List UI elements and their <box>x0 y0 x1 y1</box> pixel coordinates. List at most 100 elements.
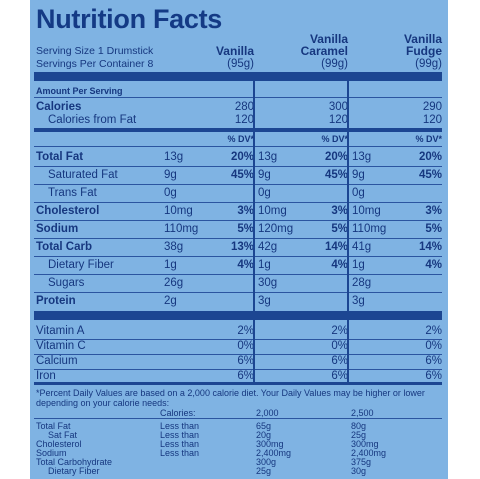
row-amount-total-carb-1: 38g <box>164 241 184 253</box>
row-amount-protein-2: 3g <box>258 295 271 307</box>
footer-label-2: Cholesterol <box>36 439 82 449</box>
row-amount-sugars-2: 30g <box>258 277 278 289</box>
vitamin-value-calcium-1: 6% <box>237 355 254 367</box>
row-amount-total-fat-3: 13g <box>352 151 372 163</box>
vitamin-label-vitamin-c: Vitamin C <box>36 340 86 352</box>
vitamin-label-vitamin-a: Vitamin A <box>36 325 85 337</box>
dv-header-1: % DV* <box>227 134 254 144</box>
vitamin-value-vitamin-c-3: 0% <box>425 340 442 352</box>
row-label-dietary-fiber: Dietary Fiber <box>48 259 114 271</box>
row-amount-trans-fat-1: 0g <box>164 187 177 199</box>
footnote-line-2: depending on your calorie needs: <box>36 398 170 408</box>
vitamin-value-vitamin-c-2: 0% <box>331 340 348 352</box>
row-dv-total-fat-3: 20% <box>418 151 442 163</box>
footer-qualifier-2: Less than <box>160 439 200 449</box>
footer-2500-3: 2,400mg <box>351 448 387 458</box>
vitamin-value-vitamin-c-1: 0% <box>237 340 254 352</box>
column-separator-1 <box>253 72 255 385</box>
column-separator-2 <box>347 72 349 385</box>
row-amount-protein-1: 2g <box>164 295 177 307</box>
row-amount-saturated-fat-2: 9g <box>258 169 271 181</box>
calories-fat-value-1: 120 <box>234 114 254 126</box>
vitamins-divider <box>34 311 442 320</box>
page-title: Nutrition Facts <box>36 4 223 34</box>
row-dv-saturated-fat-3: 45% <box>418 169 442 181</box>
row-dv-total-fat-1: 20% <box>230 151 254 163</box>
row-amount-cholesterol-1: 10mg <box>164 205 193 217</box>
footer-calories-label: Calories: <box>160 408 196 418</box>
calories-value-3: 290 <box>422 101 442 113</box>
col-2-name-line1: Vanilla <box>309 32 348 46</box>
row-dv-sodium-2: 5% <box>331 223 348 235</box>
footer-2000-0: 65g <box>256 421 272 431</box>
vitamin-value-iron-2: 6% <box>331 370 348 382</box>
row-dv-total-carb-2: 14% <box>324 241 348 253</box>
footer-2500-2: 300mg <box>351 439 379 449</box>
footer-2000-2: 300mg <box>256 439 284 449</box>
vitamin-label-iron: Iron <box>36 370 56 382</box>
vitamin-value-calcium-2: 6% <box>331 355 348 367</box>
calories-fat-value-2: 120 <box>328 114 348 126</box>
row-dv-dietary-fiber-2: 4% <box>331 259 348 271</box>
col-1-weight: (95g) <box>227 58 254 70</box>
footer-2000-3: 2,400mg <box>256 448 292 458</box>
calories-fat-value-3: 120 <box>422 114 442 126</box>
row-amount-total-fat-2: 13g <box>258 151 278 163</box>
footer-2500-5: 30g <box>351 466 367 476</box>
row-dv-total-fat-2: 20% <box>324 151 348 163</box>
calories-value-1: 280 <box>234 101 254 113</box>
vitamin-value-vitamin-a-1: 2% <box>237 325 254 337</box>
row-label-cholesterol: Cholesterol <box>36 205 100 217</box>
row-label-trans-fat: Trans Fat <box>48 187 97 199</box>
footnote-divider <box>34 382 442 385</box>
row-amount-protein-3: 3g <box>352 295 365 307</box>
row-dv-cholesterol-2: 3% <box>331 205 348 217</box>
row-dv-saturated-fat-1: 45% <box>230 169 254 181</box>
row-dv-sodium-1: 5% <box>237 223 254 235</box>
vitamin-label-calcium: Calcium <box>36 355 78 367</box>
footer-2000-1: 20g <box>256 430 272 440</box>
row-amount-dietary-fiber-1: 1g <box>164 259 177 271</box>
row-label-saturated-fat: Saturated Fat <box>48 169 118 181</box>
row-label-total-carb: Total Carb <box>36 241 93 253</box>
row-amount-trans-fat-3: 0g <box>352 187 365 199</box>
footer-qualifier-3: Less than <box>160 448 200 458</box>
servings-per-container: Servings Per Container 8 <box>36 58 154 70</box>
footer-label-5: Dietary Fiber <box>48 466 100 476</box>
row-dv-cholesterol-3: 3% <box>425 205 442 217</box>
row-amount-sodium-1: 110mg <box>164 223 199 235</box>
serving-size: Serving Size 1 Drumstick <box>36 45 154 57</box>
row-amount-cholesterol-3: 10mg <box>352 205 381 217</box>
row-amount-total-carb-3: 41g <box>352 241 372 253</box>
vitamin-value-vitamin-a-2: 2% <box>331 325 348 337</box>
footer-label-1: Sat Fat <box>48 430 78 440</box>
footer-2500-0: 80g <box>351 421 367 431</box>
col-2-name-line2: Caramel <box>300 44 348 58</box>
row-amount-cholesterol-2: 10mg <box>258 205 287 217</box>
col-1-name: Vanilla <box>215 44 254 58</box>
footer-qualifier-0: Less than <box>160 421 200 431</box>
row-amount-sodium-3: 110mg <box>352 223 387 235</box>
vitamin-value-calcium-3: 6% <box>425 355 442 367</box>
vitamin-value-iron-3: 6% <box>425 370 442 382</box>
calories-value-2: 300 <box>328 101 348 113</box>
col-2-weight: (99g) <box>321 58 348 70</box>
row-label-sugars: Sugars <box>48 277 85 289</box>
row-dv-dietary-fiber-3: 4% <box>425 259 442 271</box>
dv-header-2: % DV* <box>321 134 348 144</box>
footer-2000-4: 300g <box>256 457 277 467</box>
row-amount-sugars-1: 26g <box>164 277 184 289</box>
row-amount-sodium-2: 120mg <box>258 223 294 235</box>
nutrition-facts-panel: Nutrition Facts Serving Size 1 Drumstick… <box>30 0 448 479</box>
footer-label-0: Total Fat <box>36 421 71 431</box>
row-dv-cholesterol-1: 3% <box>237 205 254 217</box>
amount-per-serving: Amount Per Serving <box>36 86 123 96</box>
calories-divider <box>34 128 442 132</box>
footer-calories-2500: 2,500 <box>351 408 374 418</box>
calories-label: Calories <box>36 101 82 113</box>
row-dv-total-carb-3: 14% <box>418 241 442 253</box>
row-amount-dietary-fiber-2: 1g <box>258 259 271 271</box>
row-label-sodium: Sodium <box>36 223 79 235</box>
footer-qualifier-1: Less than <box>160 430 200 440</box>
row-amount-sugars-3: 28g <box>352 277 372 289</box>
